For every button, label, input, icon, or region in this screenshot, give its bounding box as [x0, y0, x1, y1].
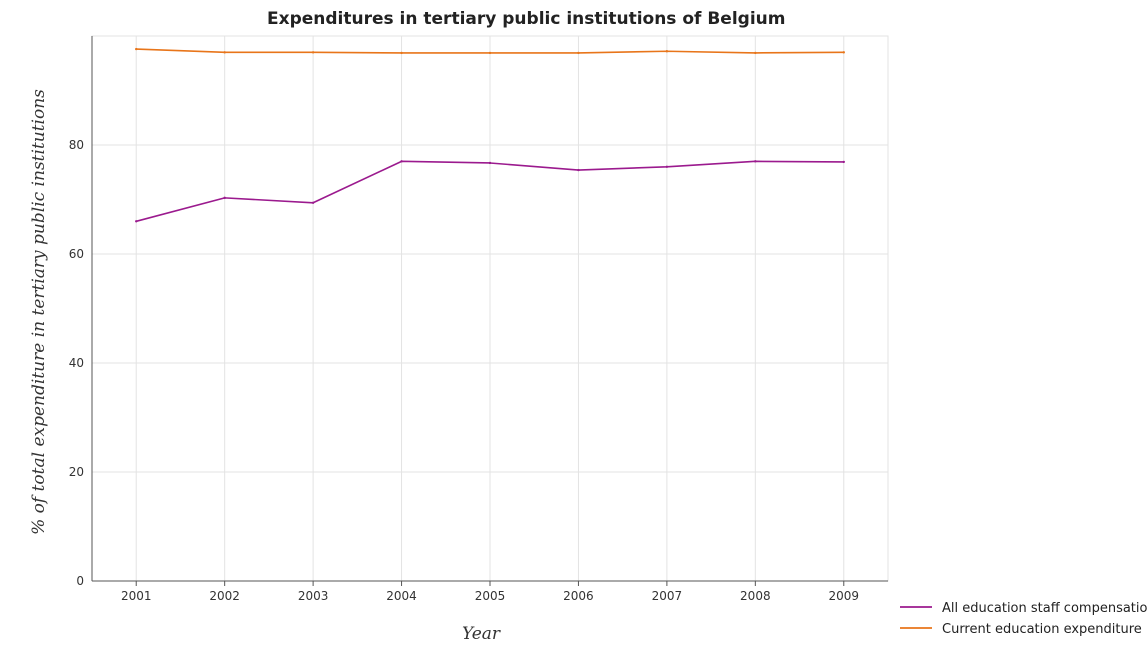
- x-tick-label: 2002: [209, 589, 240, 603]
- legend-label: All education staff compensation: [942, 601, 1148, 616]
- chart-title: Expenditures in tertiary public institut…: [267, 9, 785, 29]
- y-tick-label: 40: [69, 356, 84, 370]
- data-point: [488, 161, 492, 165]
- legend-label: Current education expenditure: [942, 622, 1142, 637]
- data-point: [311, 201, 315, 204]
- data-point: [311, 51, 315, 54]
- x-tick-label: 2007: [652, 589, 683, 603]
- series: [135, 47, 845, 223]
- data-point: [135, 220, 138, 223]
- data-point: [135, 47, 138, 51]
- x-tick-label: 2004: [386, 589, 417, 603]
- x-tick-label: 2001: [121, 589, 152, 603]
- data-point: [665, 50, 669, 53]
- axes: 0 20 40 60 80 2001 2002 2003 2004 2005 2006 2007 200…: [69, 36, 888, 603]
- grid: [91, 35, 889, 582]
- legend: All education staff compensation Current …: [900, 601, 1148, 637]
- x-tick-label: 2003: [298, 589, 329, 603]
- data-point: [842, 160, 845, 164]
- y-tick-label: 0: [76, 574, 84, 588]
- data-point: [400, 160, 403, 163]
- data-point: [223, 51, 226, 54]
- y-tick-label: 80: [69, 138, 84, 152]
- data-point: [754, 51, 757, 55]
- x-axis-label: Year: [462, 624, 501, 644]
- data-point: [577, 168, 580, 172]
- x-tick-label: 2005: [475, 589, 506, 603]
- data-point: [400, 51, 403, 55]
- y-tick-label: 60: [69, 247, 84, 261]
- y-axis-label: % of total expenditure in tertiary publi…: [29, 89, 49, 535]
- data-point: [223, 196, 226, 200]
- x-tick-label: 2009: [829, 589, 860, 603]
- x-tick-label: 2008: [740, 589, 771, 603]
- data-point: [842, 51, 845, 54]
- y-tick-label: 20: [69, 465, 84, 479]
- data-point: [488, 51, 492, 55]
- data-point: [754, 160, 757, 163]
- data-point: [665, 165, 669, 168]
- data-point: [577, 51, 580, 55]
- x-tick-label: 2006: [563, 589, 594, 603]
